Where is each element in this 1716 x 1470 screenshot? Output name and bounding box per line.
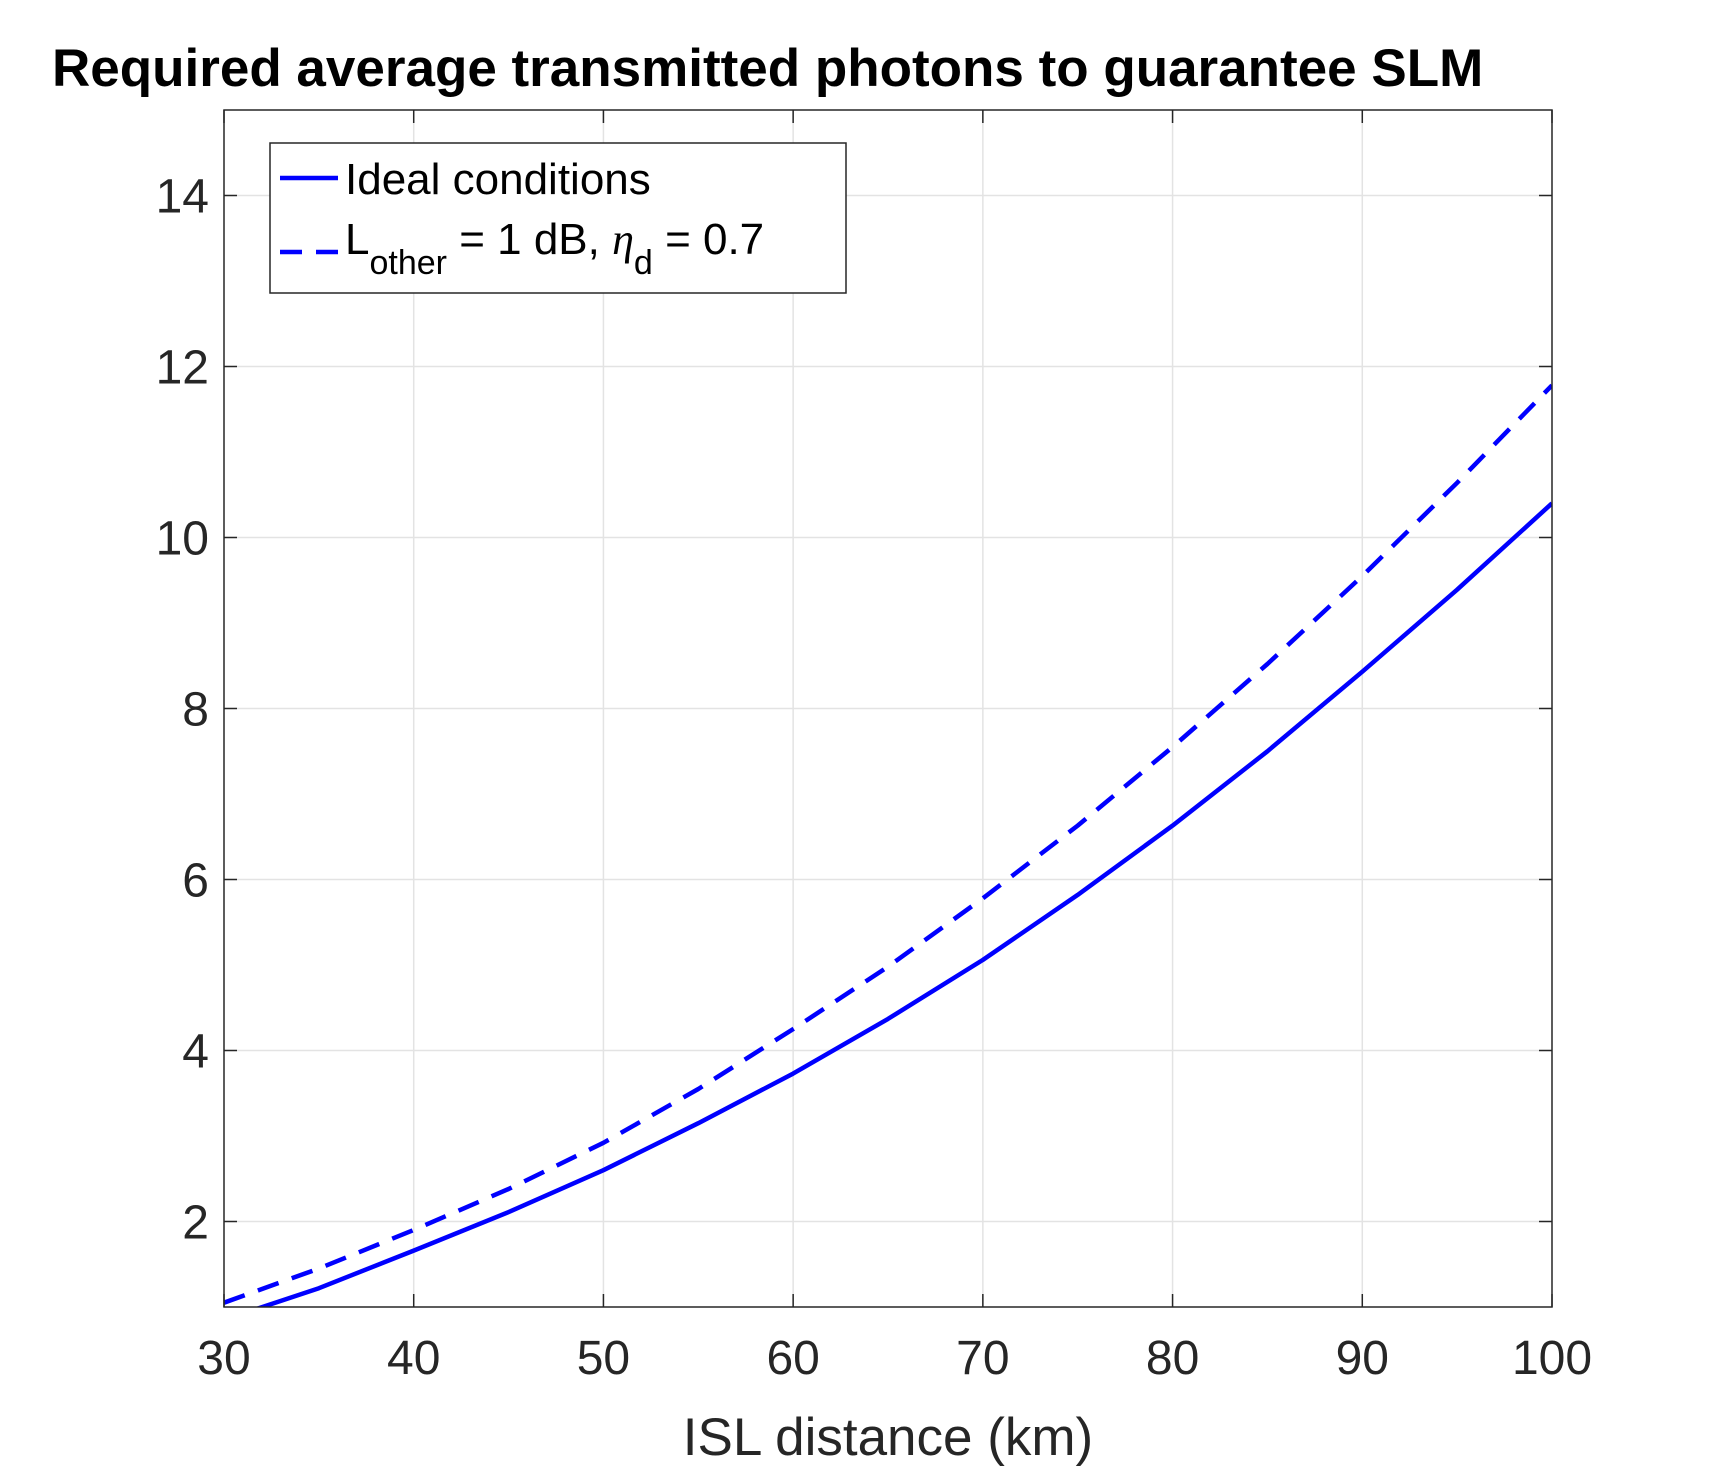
y-tick-label: 10 (156, 513, 209, 566)
x-tick-label: 80 (1146, 1332, 1199, 1385)
x-tick-label: 70 (956, 1332, 1009, 1385)
legend: Ideal conditions Lother = 1 dB, ηd = 0.7 (269, 142, 847, 294)
series-line-ideal (255, 501, 1552, 1307)
y-tick-labels: 2 4 6 8 10 12 14 (156, 171, 209, 1250)
y-tick-label: 4 (182, 1026, 209, 1079)
legend-end: = 0.7 (653, 215, 764, 264)
legend-eta: η (612, 215, 634, 264)
y-tick-label: 6 (182, 855, 209, 908)
legend-mid: = 1 dB, (447, 215, 612, 264)
series-layer (224, 383, 1552, 1307)
y-tick-label: 14 (156, 171, 209, 224)
x-tick-labels: 30 40 50 60 70 80 90 100 (197, 1332, 1592, 1385)
series-line-lossy (224, 383, 1552, 1305)
x-tick-label: 30 (197, 1332, 250, 1385)
x-tick-label: 50 (577, 1332, 630, 1385)
x-tick-label: 100 (1512, 1332, 1592, 1385)
grid (224, 110, 1552, 1307)
ticks (223, 110, 1553, 1307)
legend-l: L (345, 215, 369, 264)
legend-label-ideal: Ideal conditions (345, 155, 651, 204)
y-tick-label: 8 (182, 684, 209, 737)
legend-sub-d: d (634, 244, 653, 282)
x-axis-label: ISL distance (km) (683, 1408, 1093, 1467)
x-tick-label: 60 (766, 1332, 819, 1385)
x-tick-label: 90 (1336, 1332, 1389, 1385)
legend-sub-other: other (369, 244, 447, 282)
legend-label-lossy: Lother = 1 dB, ηd = 0.7 (345, 215, 764, 282)
y-tick-label: 2 (182, 1197, 209, 1250)
y-tick-label: 12 (156, 342, 209, 395)
legend-box (269, 142, 847, 294)
x-tick-label: 40 (387, 1332, 440, 1385)
chart-title: Required average transmitted photons to … (52, 39, 1484, 98)
